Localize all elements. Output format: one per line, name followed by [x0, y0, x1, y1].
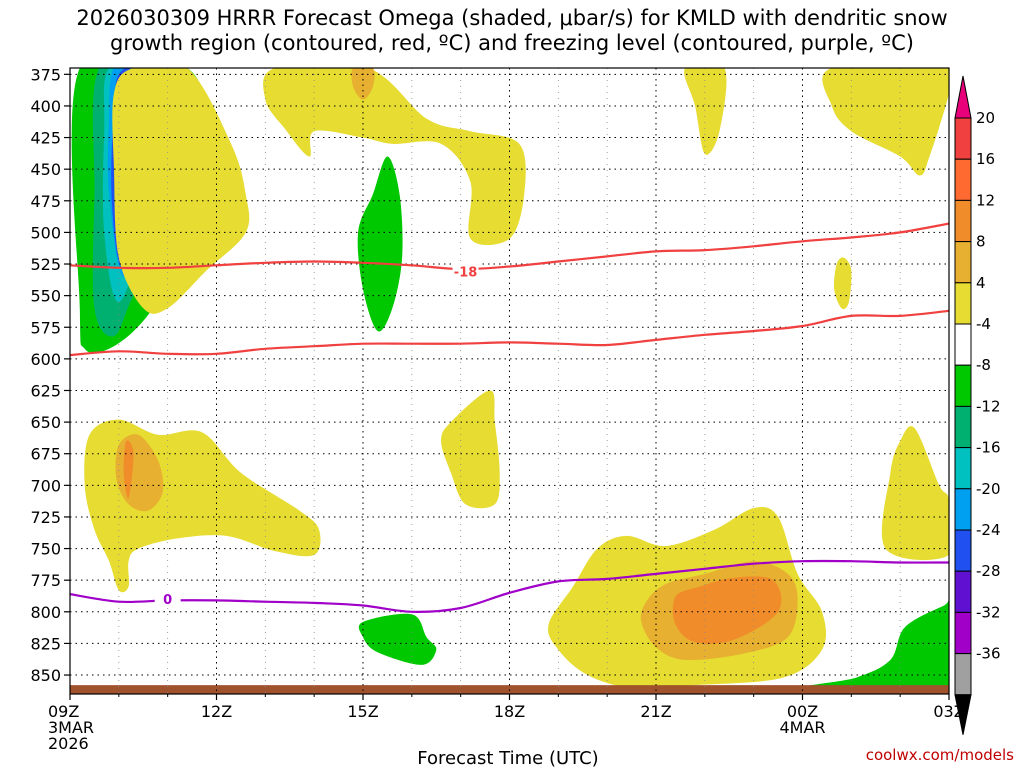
contour-label-bg-0: [452, 262, 479, 281]
line-freezing_level: [70, 559, 949, 613]
y-tick-label-425: 425: [30, 129, 61, 148]
y-axis: 375 400 425 450 475 500 525 550 575 600 625 650 675 7…: [30, 65, 70, 685]
y-tick-label-650: 650: [30, 413, 61, 432]
y-tick-label-475: 475: [30, 192, 61, 211]
x-tick-label-0-2: 2026: [48, 734, 89, 753]
colorbar-label-10: -24: [976, 521, 1001, 539]
colorbar-label-2: 12: [976, 191, 995, 209]
x-tick-label-6-0: 03Z: [933, 702, 964, 721]
y-tick-label-500: 500: [30, 223, 61, 242]
y-tick-label-625: 625: [30, 381, 61, 400]
omega-region-12: [684, 68, 727, 155]
x-tick-label-5-1: 4MAR: [779, 718, 825, 737]
colorbar-swatch-13: [954, 611, 972, 655]
omega-region-8: [804, 598, 949, 694]
colorbar-label-7: -12: [976, 397, 1001, 415]
chart-title: 2026030309 HRRR Forecast Omega (shaded, …: [0, 6, 1024, 56]
y-tick-label-450: 450: [30, 160, 61, 179]
colorbar-label-0: 20: [976, 109, 995, 127]
x-tick-label-0-1: 3MAR: [48, 718, 94, 737]
contour-lines: [70, 222, 949, 613]
x-tick-label-3-0: 18Z: [494, 702, 525, 721]
x-axis-label: Forecast Time (UTC): [417, 748, 598, 768]
omega-region-16: [441, 390, 500, 509]
y-tick-label-600: 600: [30, 350, 61, 369]
y-tick-label-525: 525: [30, 255, 61, 274]
line-dgz_bottom: [70, 309, 949, 357]
source-credit: coolwx.com/models: [866, 746, 1014, 764]
x-tick-label-4-0: 21Z: [640, 702, 671, 721]
omega-region-18: [881, 426, 949, 561]
y-tick-label-575: 575: [30, 318, 61, 337]
colorbar-top-arrow: [954, 75, 972, 119]
omega-region-6: [357, 156, 403, 332]
colorbar-label-11: -28: [976, 562, 1001, 580]
x-tick-label-1-0: 12Z: [201, 702, 232, 721]
y-tick-label-700: 700: [30, 476, 61, 495]
colorbar-swatch-14: [954, 653, 972, 696]
colorbar-swatch-3: [954, 199, 972, 243]
colorbar-swatch-1: [954, 117, 972, 160]
colorbar-label-12: -32: [976, 603, 1001, 621]
x-tick-label-2-0: 15Z: [347, 702, 378, 721]
grid-lines: [70, 68, 949, 694]
colorbar-swatch-10: [954, 488, 972, 531]
colorbar-swatch-4: [954, 241, 972, 284]
colorbar-swatch-11: [954, 529, 972, 572]
y-tick-label-400: 400: [30, 97, 61, 116]
colorbar-label-1: 16: [976, 150, 995, 168]
omega-region-13: [822, 68, 949, 176]
y-tick-label-550: 550: [30, 287, 61, 306]
y-tick-label-725: 725: [30, 508, 61, 527]
x-tick-label-5-0: 00Z: [787, 702, 818, 721]
colorbar-swatch-5: [954, 282, 972, 325]
omega-region-9: [895, 648, 949, 694]
colorbar-swatch-9: [954, 447, 972, 490]
y-tick-label-850: 850: [30, 666, 61, 685]
colorbar-label-3: 8: [976, 233, 986, 251]
omega-region-14: [833, 257, 852, 310]
colorbar-label-8: -16: [976, 439, 1001, 457]
contour-label-1: 0: [163, 593, 172, 608]
colorbar-swatch-12: [954, 570, 972, 613]
y-tick-label-800: 800: [30, 603, 61, 622]
colorbar-label-9: -20: [976, 480, 1001, 498]
colorbar-label-6: -8: [976, 356, 991, 374]
omega-region-10: [112, 68, 250, 314]
omega-region-20: [351, 68, 375, 100]
y-tick-label-675: 675: [30, 445, 61, 464]
y-tick-label-375: 375: [30, 65, 61, 84]
colorbar-swatch-6: [954, 323, 972, 366]
line-dgz_top: [70, 222, 949, 271]
colorbar-swatch-7: [954, 364, 972, 407]
colorbar-label-13: -36: [976, 645, 1001, 663]
omega-region-22: [123, 440, 134, 499]
omega-region-23: [672, 576, 782, 644]
colorbar-label-5: -4: [976, 315, 991, 333]
colorbar-swatch-2: [954, 158, 972, 201]
title-line-1: 2026030309 HRRR Forecast Omega (shaded, …: [76, 6, 948, 30]
y-tick-label-750: 750: [30, 540, 61, 559]
omega-region-7: [358, 613, 437, 665]
x-tick-label-0-0: 09Z: [48, 702, 79, 721]
colorbar-swatch-8: [954, 405, 972, 449]
contour-label-bg-1: [154, 590, 181, 609]
y-tick-label-775: 775: [30, 571, 61, 590]
omega-region-11: [263, 68, 526, 246]
colorbar-label-4: 4: [976, 274, 986, 292]
y-tick-label-825: 825: [30, 634, 61, 653]
title-line-2: growth region (contoured, red, ºC) and f…: [110, 31, 914, 55]
contour-label-0: -18: [454, 266, 478, 281]
contour-labels: -18 0: [154, 262, 479, 609]
colorbar: 20 16 12 8 4 -4 -8 -12 -16 -20 -24 -28 -32 -36: [954, 75, 1001, 735]
colorbar-bottom-arrow: [954, 694, 972, 735]
